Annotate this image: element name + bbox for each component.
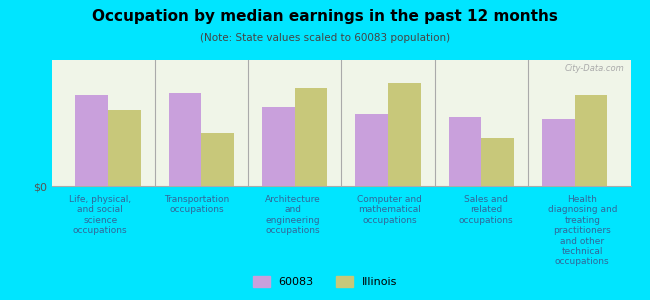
Bar	[108, 110, 140, 186]
Bar	[388, 83, 421, 186]
Bar	[481, 138, 514, 186]
Bar	[356, 114, 388, 186]
Bar	[294, 88, 327, 186]
Text: Life, physical,
and social
science
occupations: Life, physical, and social science occup…	[69, 195, 131, 235]
Bar	[262, 106, 294, 186]
Text: Architecture
and
engineering
occupations: Architecture and engineering occupations	[265, 195, 321, 235]
Bar	[542, 119, 575, 186]
Legend: 60083, Illinois: 60083, Illinois	[249, 271, 401, 291]
Bar	[202, 133, 234, 186]
Bar	[168, 93, 202, 186]
Text: Transportation
occupations: Transportation occupations	[164, 195, 229, 214]
Bar	[448, 117, 481, 186]
Text: Computer and
mathematical
occupations: Computer and mathematical occupations	[357, 195, 422, 225]
Bar	[575, 95, 607, 186]
Text: Occupation by median earnings in the past 12 months: Occupation by median earnings in the pas…	[92, 9, 558, 24]
Text: Health
diagnosing and
treating
practitioners
and other
technical
occupations: Health diagnosing and treating practitio…	[547, 195, 617, 266]
Text: City-Data.com: City-Data.com	[565, 64, 625, 73]
Bar	[75, 95, 108, 186]
Text: Sales and
related
occupations: Sales and related occupations	[458, 195, 514, 225]
Text: (Note: State values scaled to 60083 population): (Note: State values scaled to 60083 popu…	[200, 33, 450, 43]
